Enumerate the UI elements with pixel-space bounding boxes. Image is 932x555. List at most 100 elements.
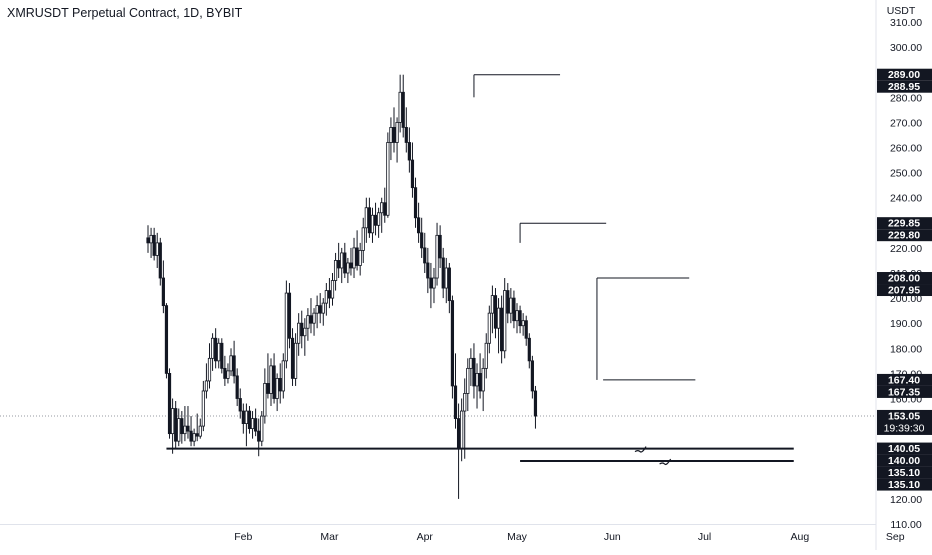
- candle-body: [358, 250, 362, 266]
- y-tick-label: 120.00: [890, 494, 922, 506]
- y-tick-label: 220.00: [890, 243, 922, 255]
- price-label-badge: [877, 442, 932, 455]
- candle-body: [410, 159, 415, 189]
- x-tick-label: Jul: [698, 531, 711, 543]
- y-tick-label: 200.00: [890, 293, 922, 305]
- x-tick-label: Aug: [791, 531, 810, 543]
- candle-body: [423, 247, 427, 264]
- candle-body: [263, 383, 267, 417]
- candle-body: [466, 367, 470, 394]
- candle-body: [204, 380, 209, 392]
- candle-body: [509, 297, 513, 314]
- candle-body: [349, 262, 353, 269]
- candle-body: [161, 277, 165, 307]
- candle-body: [152, 234, 156, 256]
- candle-body: [398, 91, 402, 123]
- candle-body: [214, 337, 218, 362]
- candle-body: [226, 370, 230, 379]
- price-label-text: 135.10: [888, 479, 920, 491]
- price-label-badge: [877, 229, 932, 242]
- price-label-badge: [877, 80, 932, 93]
- candle-body: [232, 355, 236, 377]
- y-tick-label: 260.00: [890, 143, 922, 155]
- candle-body: [170, 408, 175, 435]
- candle-body: [235, 375, 239, 399]
- y-tick-label: 240.00: [890, 193, 922, 205]
- price-label-text: 167.35: [888, 386, 920, 398]
- candle-body: [447, 267, 451, 302]
- candle-body: [220, 342, 224, 369]
- price-label-badge: [877, 373, 932, 386]
- countdown-text: 19:39:30: [884, 422, 925, 434]
- candle-body: [343, 252, 347, 274]
- price-label-text: 229.85: [888, 218, 920, 230]
- annotation-squiggle: [634, 446, 647, 453]
- candle-body: [500, 307, 504, 352]
- candle-body: [186, 425, 190, 432]
- candle-body: [490, 295, 495, 314]
- candle-body: [272, 365, 276, 399]
- candle-body: [324, 290, 328, 304]
- candle-body: [392, 127, 396, 143]
- candle-body: [426, 262, 430, 279]
- candle-body: [401, 91, 405, 128]
- candle-body: [223, 367, 227, 379]
- candle-body: [512, 297, 516, 322]
- price-label-text: 289.00: [888, 69, 920, 81]
- price-label-badge: [877, 272, 932, 285]
- candle-body: [487, 312, 491, 344]
- candle-body: [533, 390, 538, 417]
- y-tick-label: 190.00: [890, 318, 922, 330]
- candle-body: [463, 393, 467, 412]
- candle-body: [407, 142, 411, 161]
- x-tick-label: Sep: [886, 531, 905, 543]
- candle-body: [429, 277, 433, 289]
- last-price-text: 153.05: [888, 410, 920, 422]
- candle-body: [420, 232, 424, 249]
- candle-body: [438, 234, 442, 259]
- candle-body: [330, 280, 335, 299]
- candle-body: [244, 410, 248, 424]
- candle-body: [229, 355, 233, 372]
- candle-body: [432, 277, 436, 289]
- y-tick-label: 180.00: [890, 343, 922, 355]
- candle-body: [177, 418, 181, 442]
- candle-body: [293, 342, 298, 379]
- candle-body: [306, 315, 310, 329]
- currency-label: USDT: [887, 5, 916, 17]
- candle-body: [472, 357, 476, 387]
- candle-body: [192, 433, 196, 442]
- candle-body: [189, 430, 193, 442]
- candle-body: [383, 202, 387, 216]
- candle-body: [527, 337, 531, 362]
- price-label-text: 167.40: [888, 374, 920, 386]
- price-label-badge: [877, 68, 932, 81]
- candle-body: [444, 267, 448, 289]
- candle-body: [164, 305, 169, 374]
- candle-body: [260, 415, 264, 442]
- candle-body: [198, 425, 202, 437]
- candle-body: [404, 127, 408, 143]
- y-tick-label: 250.00: [890, 168, 922, 180]
- candle-body: [346, 262, 350, 274]
- price-label-badge: [877, 217, 932, 230]
- price-label-text: 135.10: [888, 467, 920, 479]
- candle-body: [300, 322, 304, 337]
- candle-body: [297, 322, 301, 344]
- price-label-text: 207.95: [888, 285, 920, 297]
- price-label-text: 140.05: [888, 443, 920, 455]
- candle-body: [416, 217, 421, 234]
- candle-body: [413, 187, 418, 219]
- candle-body: [257, 430, 261, 442]
- candle-body: [453, 385, 458, 419]
- candle-body: [521, 320, 525, 327]
- candle-body: [333, 260, 338, 281]
- candle-body: [456, 418, 461, 450]
- candle-body: [321, 302, 325, 314]
- candle-body: [146, 237, 150, 244]
- candle-body: [158, 242, 162, 279]
- x-tick-label: Apr: [417, 531, 434, 543]
- candle-body: [355, 247, 359, 266]
- candle-body: [493, 295, 498, 329]
